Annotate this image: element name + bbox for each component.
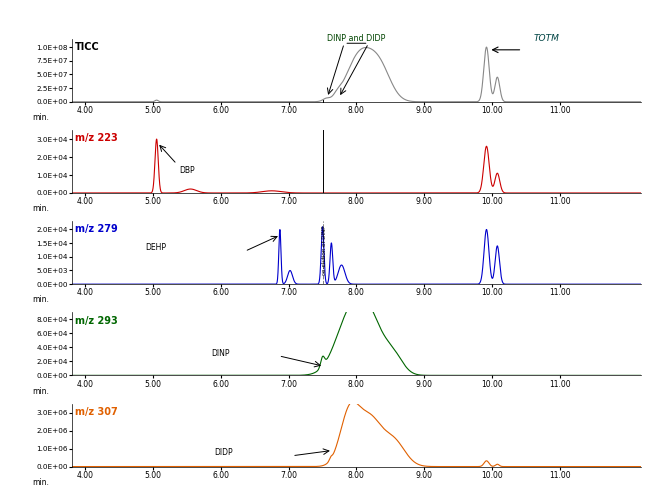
Text: min.: min. (32, 295, 49, 305)
Text: DIDP: DIDP (215, 448, 233, 457)
Text: min.: min. (32, 113, 49, 122)
Text: DBP: DBP (179, 166, 195, 175)
Text: co-elution of DINP: co-elution of DINP (322, 226, 327, 275)
Text: TOTM: TOTM (533, 34, 559, 43)
Text: m/z 293: m/z 293 (75, 315, 118, 326)
Text: DINP: DINP (211, 348, 230, 358)
Text: min.: min. (32, 204, 49, 213)
Text: min.: min. (32, 478, 49, 486)
Text: DINP and DIDP: DINP and DIDP (327, 34, 386, 43)
Text: TICC: TICC (75, 42, 99, 52)
Text: m/z 223: m/z 223 (75, 133, 118, 143)
Text: m/z 279: m/z 279 (75, 225, 118, 234)
Text: min.: min. (32, 387, 49, 396)
Text: DEHP: DEHP (145, 243, 166, 252)
Text: m/z 307: m/z 307 (75, 407, 118, 417)
